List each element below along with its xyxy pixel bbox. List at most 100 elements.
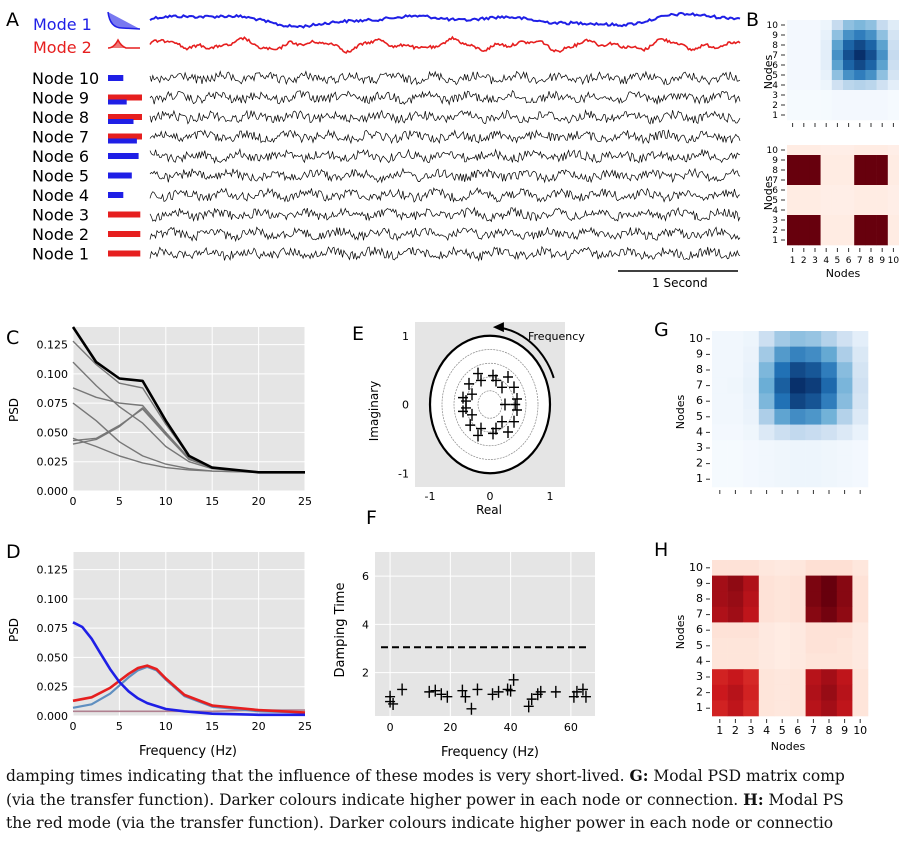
heatmap-cell <box>787 40 799 51</box>
heatmap-cell <box>831 40 844 51</box>
heatmap-cell <box>854 40 866 51</box>
heatmap-cell <box>831 80 844 91</box>
pole-marker <box>500 398 510 411</box>
psd-chart-d: 0 5 10 15 20 25 0.000 0.025 0.050 0.075 0.100 0.125 <box>37 552 312 733</box>
heatmap-cell <box>865 155 877 166</box>
heatmap-cell <box>865 80 877 91</box>
heatmap-cell <box>821 560 838 576</box>
series-line <box>71 326 305 474</box>
heatmap-cell <box>887 225 899 236</box>
mode-2-label: Mode 2 <box>33 38 92 57</box>
ytick-label: 0.050 <box>37 651 69 664</box>
mode-marker <box>430 684 441 697</box>
xtick-label: 20 <box>252 720 266 733</box>
heatmap-xtick-label: 7 <box>857 256 863 266</box>
heatmap-cell <box>887 40 899 51</box>
heatmap-ytick-label: 10 <box>689 332 703 345</box>
radius-circle <box>453 362 527 447</box>
pole-marker <box>491 374 501 387</box>
heatmap-cell <box>727 622 744 639</box>
heatmap-cell <box>831 195 844 206</box>
heatmap-cell <box>790 409 806 425</box>
heatmap-cell <box>852 393 869 410</box>
heatmap-cell <box>836 606 853 623</box>
heatmap-cell <box>805 560 822 576</box>
heatmap-cell <box>854 175 866 186</box>
heatmap-cell <box>865 70 877 81</box>
heatmap-ytick-label: 9 <box>696 347 703 360</box>
heatmap-cell <box>876 110 889 121</box>
mode-2-trace <box>149 35 741 54</box>
mode-marker <box>508 673 519 686</box>
heatmap-cell <box>865 145 877 156</box>
heatmap-cell <box>712 575 728 592</box>
panel-letter-f: F <box>366 507 377 529</box>
heatmap-cell <box>727 455 744 472</box>
heatmap-cell <box>843 195 855 206</box>
heatmap-ytick-label: 1 <box>696 472 703 485</box>
heatmap-cell <box>865 60 877 71</box>
heatmap-xtick-label: 10 <box>888 256 899 266</box>
heatmap-ytick-label: 6 <box>772 186 778 196</box>
heatmap-cell <box>790 638 806 654</box>
heatmap-xtick-label: 9 <box>841 724 848 737</box>
heatmap-cell <box>831 215 844 226</box>
pole-marker <box>512 393 522 405</box>
heatmap-cell <box>787 60 799 71</box>
heatmap-cell <box>852 622 869 639</box>
heatmap-cell <box>790 346 806 363</box>
heatmap-cell <box>865 110 877 121</box>
heatmap-cell <box>887 185 899 196</box>
heatmap-cell <box>798 155 810 166</box>
node-label: Node 8 <box>32 108 89 127</box>
heatmap-ytick-label: 7 <box>772 176 778 186</box>
e-ylabel: Imaginary <box>367 381 381 442</box>
heatmap-ytick-label: 1 <box>696 701 703 714</box>
heatmap-xtick-label: 9 <box>879 256 885 266</box>
heatmap-ytick-label: 2 <box>696 686 703 699</box>
heatmap-cell <box>843 185 855 196</box>
xtick-label: 40 <box>504 721 518 734</box>
node-label: Node 6 <box>32 147 89 166</box>
heatmap-ytick-label: 3 <box>696 441 703 454</box>
pole-marker <box>465 419 476 432</box>
heatmap-cell <box>887 60 899 71</box>
heatmap-cell <box>852 440 869 457</box>
heatmap-ytick-label: 5 <box>772 196 778 206</box>
heatmap-cell <box>790 653 806 670</box>
heatmap-cell <box>876 50 889 61</box>
scale-bar-label: 1 Second <box>652 276 708 290</box>
heatmap-cell <box>820 50 833 61</box>
heatmap-cell <box>743 669 760 686</box>
heatmap-cell <box>805 606 822 623</box>
heatmap-cell <box>836 591 853 608</box>
unit-circle-fill <box>430 335 550 474</box>
pole-marker <box>503 426 513 438</box>
heatmap-cell <box>758 440 775 457</box>
heatmap-cell <box>727 362 744 379</box>
heatmap-cell <box>809 90 821 101</box>
heatmap-cell <box>743 622 760 639</box>
heatmap-cell <box>836 346 853 363</box>
mode-marker <box>457 684 468 697</box>
node-weight-bar <box>108 153 139 159</box>
node-weight-bar <box>108 211 141 218</box>
f-ylabel: Damping Time <box>333 583 348 678</box>
heatmap-cell <box>836 455 853 472</box>
heatmap-cell <box>805 638 822 654</box>
ytick-label: 0.000 <box>37 485 69 498</box>
heatmap-ytick-label: 8 <box>772 166 778 176</box>
heatmap-cell <box>790 424 806 441</box>
heatmap-cell <box>758 575 775 592</box>
heatmap-cell <box>798 110 810 121</box>
heatmap-ytick-label: 2 <box>772 101 778 111</box>
heatmap-ytick-label: 4 <box>696 654 703 667</box>
ytick-label: 0.075 <box>37 397 69 410</box>
heatmap-cell <box>876 90 889 101</box>
heatmap-cell <box>805 377 822 394</box>
heatmap-cell <box>758 669 775 686</box>
heatmap-ytick-label: 4 <box>772 81 778 91</box>
heatmap-cell <box>865 90 877 101</box>
heatmap-cell <box>887 235 899 246</box>
heatmap-xtick-label: 7 <box>810 724 817 737</box>
